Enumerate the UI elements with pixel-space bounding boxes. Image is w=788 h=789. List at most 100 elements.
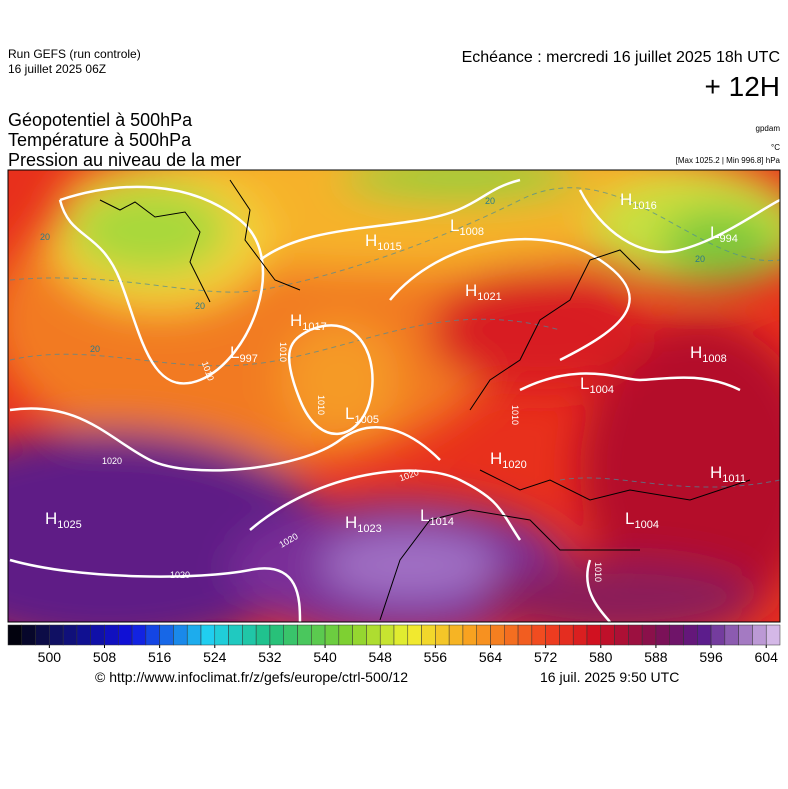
colorbar-cell bbox=[269, 624, 284, 646]
timestamp: 16 juil. 2025 9:50 UTC bbox=[540, 669, 679, 685]
center-value: 1025 bbox=[57, 519, 81, 531]
pressure-center: H1025 bbox=[45, 509, 82, 531]
pressure-center: L1004 bbox=[580, 374, 614, 396]
colorbar-cell bbox=[765, 624, 781, 646]
colorbar: 500 508 516 524 532 540 548 556 564 572 580 588 596 6… bbox=[7, 624, 781, 665]
pressure-center: L994 bbox=[710, 223, 738, 245]
valid-time: Echéance : mercredi 16 juillet 2025 18h … bbox=[462, 49, 780, 66]
center-value: 1008 bbox=[702, 353, 726, 365]
center-value: 994 bbox=[719, 233, 737, 245]
colorbar-cell bbox=[559, 624, 574, 646]
colorbar-tick-label: 540 bbox=[313, 649, 337, 665]
center-value: 1015 bbox=[377, 241, 401, 253]
center-value: 1004 bbox=[634, 519, 658, 531]
pressure-center: H1017 bbox=[290, 311, 327, 333]
colorbar-cell bbox=[366, 624, 381, 646]
center-letter: H bbox=[710, 463, 722, 482]
center-letter: L bbox=[345, 404, 354, 423]
center-letter: H bbox=[345, 513, 357, 532]
colorbar-cell bbox=[297, 624, 312, 646]
center-value: 1004 bbox=[589, 384, 613, 396]
temperature-label: 20 bbox=[485, 196, 495, 206]
colorbar-cell bbox=[131, 624, 147, 646]
pressure-center: L1004 bbox=[625, 509, 659, 531]
colorbar-cell bbox=[338, 624, 353, 646]
colorbar-cell bbox=[655, 624, 670, 646]
center-letter: H bbox=[690, 343, 702, 362]
colorbar-cell bbox=[49, 624, 64, 646]
center-value: 1016 bbox=[632, 200, 656, 212]
colorbar-cell bbox=[104, 624, 119, 646]
colorbar-tick-label: 572 bbox=[534, 649, 558, 665]
colorbar-cell bbox=[393, 624, 409, 646]
temperature-label: 20 bbox=[695, 254, 705, 264]
colorbar-tick-label: 532 bbox=[258, 649, 282, 665]
unit: °C bbox=[771, 143, 780, 152]
pressure-center: H1020 bbox=[490, 449, 527, 471]
run-name: Run GEFS (run controle) bbox=[8, 47, 141, 61]
colorbar-cell bbox=[683, 624, 698, 646]
center-letter: H bbox=[620, 190, 632, 209]
center-letter: L bbox=[710, 223, 719, 242]
colorbar-tick-label: 516 bbox=[148, 649, 172, 665]
colorbar-cell bbox=[710, 624, 726, 646]
colorbar-cell bbox=[641, 624, 657, 646]
center-value: 1021 bbox=[477, 291, 501, 303]
colorbar-cell bbox=[242, 624, 257, 646]
colorbar-cell bbox=[407, 624, 422, 646]
colorbar-tick-label: 556 bbox=[424, 649, 448, 665]
map bbox=[8, 170, 780, 622]
colorbar-cell bbox=[118, 624, 133, 646]
pressure-center: L1014 bbox=[420, 506, 454, 528]
colorbar-cell bbox=[186, 624, 202, 646]
center-letter: L bbox=[230, 343, 239, 362]
center-value: 1011 bbox=[722, 473, 746, 485]
field-name: Température à 500hPa bbox=[8, 130, 192, 150]
colorbar-tick-label: 580 bbox=[589, 649, 613, 665]
colorbar-cell bbox=[421, 624, 436, 646]
colorbar-cell bbox=[476, 624, 491, 646]
colorbar-cell bbox=[35, 624, 50, 646]
center-value: 1008 bbox=[459, 226, 483, 238]
source-url: © http://www.infoclimat.fr/z/gefs/europe… bbox=[95, 669, 408, 685]
colorbar-cell bbox=[352, 624, 367, 646]
center-letter: L bbox=[420, 506, 429, 525]
colorbar-cell bbox=[200, 624, 216, 646]
colorbar-cell bbox=[90, 624, 105, 646]
isobar-label: 1010 bbox=[510, 405, 520, 425]
pressure-center: H1023 bbox=[345, 513, 382, 535]
colorbar-cell bbox=[173, 624, 188, 646]
pressure-center: H1015 bbox=[365, 231, 402, 253]
colorbar-tick-label: 604 bbox=[755, 649, 779, 665]
colorbar-cell bbox=[159, 624, 174, 646]
isobar-label: 1020 bbox=[170, 570, 190, 580]
center-value: 997 bbox=[239, 353, 257, 365]
map-frame bbox=[7, 169, 781, 623]
colorbar-cell bbox=[738, 624, 753, 646]
pressure-center: H1016 bbox=[620, 190, 657, 212]
colorbar-tick-label: 508 bbox=[93, 649, 117, 665]
center-letter: H bbox=[490, 449, 502, 468]
colorbar-tick-label: 524 bbox=[203, 649, 227, 665]
center-value: 1017 bbox=[302, 321, 326, 333]
colorbar-cell bbox=[21, 624, 36, 646]
colorbar-cell bbox=[324, 624, 340, 646]
lead-time: + 12H bbox=[705, 71, 781, 102]
colorbar-cell bbox=[283, 624, 298, 646]
center-letter: H bbox=[45, 509, 57, 528]
center-letter: H bbox=[290, 311, 302, 330]
colorbar-tick-label: 564 bbox=[479, 649, 503, 665]
colorbar-cell bbox=[214, 624, 229, 646]
isobar-label: 1020 bbox=[102, 456, 122, 466]
colorbar-cell bbox=[228, 624, 243, 646]
center-value: 1005 bbox=[354, 414, 378, 426]
colorbar-tick-label: 596 bbox=[699, 649, 723, 665]
temperature-label: 20 bbox=[40, 232, 50, 242]
colorbar-cell bbox=[545, 624, 560, 646]
center-letter: H bbox=[365, 231, 377, 250]
center-letter: L bbox=[625, 509, 634, 528]
colorbar-cell bbox=[697, 624, 712, 646]
isobar-label: 1010 bbox=[593, 562, 603, 582]
